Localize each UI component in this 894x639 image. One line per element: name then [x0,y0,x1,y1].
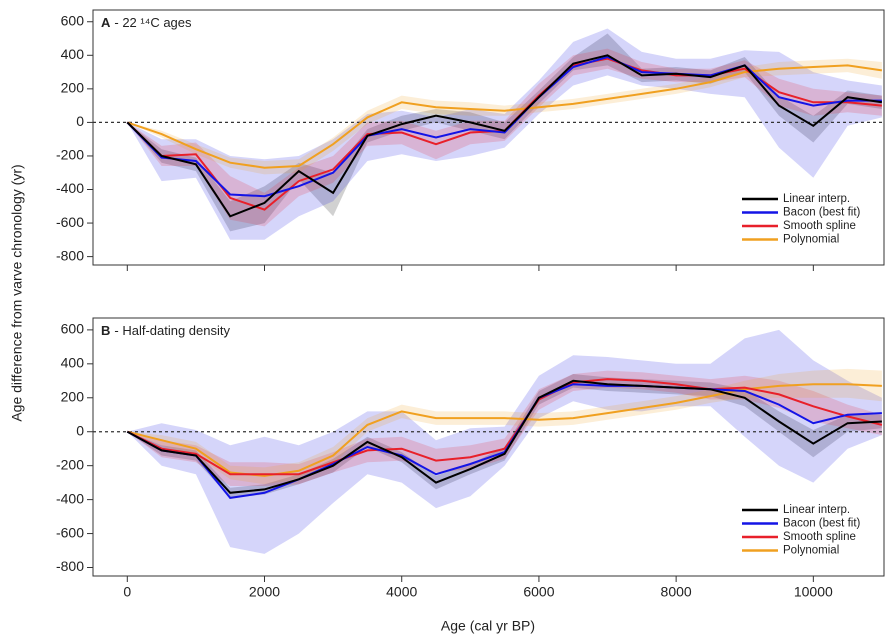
panel-title-text: - 22 ¹⁴C ages [114,15,192,30]
legend-label: Bacon (best fit) [783,207,861,219]
uncertainty-band [127,28,882,240]
y-tick-label: -800 [56,558,84,574]
plot [93,329,884,554]
x-axis-label: Age (cal yr BP) [441,618,535,634]
y-tick-label: 200 [61,388,85,404]
x-tick-label: 0 [123,584,131,600]
y-tick-label: 0 [76,422,84,438]
panel-title: A- 22 ¹⁴C ages [101,15,192,30]
x-tick-label: 10000 [794,584,833,600]
y-axis-label: Age difference from varve chronology (yr… [9,164,25,421]
legend-label: Linear interp. [783,193,850,205]
y-tick-label: -400 [56,490,84,506]
uncertainty-band [127,58,882,175]
series-line [126,64,883,169]
legend-label: Polynomial [783,234,839,246]
panel-title: B - Half-dating density [101,323,231,338]
legend-label: Smooth spline [783,220,856,232]
y-tick-label: 0 [76,113,84,129]
panel-title-text: - Half-dating density [114,323,230,338]
y-tick-label: -800 [56,247,84,263]
plot [93,28,884,240]
y-tick-label: 400 [61,46,85,62]
plot-frame [92,317,885,577]
legend-label: Bacon (best fit) [783,518,861,530]
uncertainty-band [127,374,882,498]
legend-label: Linear interp. [783,504,850,516]
series-line [126,378,883,476]
legend-label: Polynomial [783,545,839,557]
y-tick-label: 600 [61,12,85,28]
series-line [126,54,883,218]
y-tick-label: -200 [56,456,84,472]
x-tick-label: 8000 [661,584,692,600]
uncertainty-band [127,368,882,485]
series-line [126,55,882,198]
panel-label: A [101,15,111,30]
y-tick-label: -200 [56,147,84,163]
y-tick-label: 600 [61,321,85,337]
y-tick-label: -600 [56,524,84,540]
x-tick-label: 6000 [523,584,554,600]
x-tick-label: 2000 [249,584,280,600]
panel-label: B [101,323,110,338]
plot-frame [92,9,885,266]
legend-label: Smooth spline [783,531,856,543]
series-line [126,379,882,494]
y-tick-label: -400 [56,180,84,196]
x-tick-label: 4000 [386,584,417,600]
y-tick-label: -600 [56,214,84,230]
y-tick-label: 400 [61,355,85,371]
y-tick-label: 200 [61,80,85,96]
